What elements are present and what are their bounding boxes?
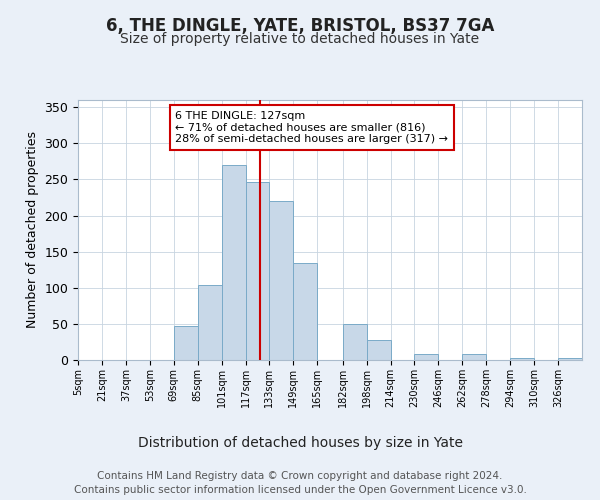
Bar — [510, 358, 534, 360]
Y-axis label: Number of detached properties: Number of detached properties — [26, 132, 39, 328]
Bar — [463, 354, 486, 360]
Text: 6 THE DINGLE: 127sqm
← 71% of detached houses are smaller (816)
28% of semi-deta: 6 THE DINGLE: 127sqm ← 71% of detached h… — [175, 111, 448, 144]
Bar — [367, 340, 391, 360]
Bar — [245, 182, 269, 360]
Bar — [174, 326, 197, 360]
Text: Size of property relative to detached houses in Yate: Size of property relative to detached ho… — [121, 32, 479, 46]
Bar — [269, 201, 293, 360]
Text: 6, THE DINGLE, YATE, BRISTOL, BS37 7GA: 6, THE DINGLE, YATE, BRISTOL, BS37 7GA — [106, 18, 494, 36]
Bar — [558, 358, 582, 360]
Bar — [343, 324, 367, 360]
Text: Distribution of detached houses by size in Yate: Distribution of detached houses by size … — [137, 436, 463, 450]
Bar — [221, 165, 245, 360]
Bar — [197, 285, 221, 360]
Bar — [293, 262, 317, 360]
Text: Contains HM Land Registry data © Crown copyright and database right 2024.
Contai: Contains HM Land Registry data © Crown c… — [74, 471, 526, 495]
Bar — [415, 354, 439, 360]
